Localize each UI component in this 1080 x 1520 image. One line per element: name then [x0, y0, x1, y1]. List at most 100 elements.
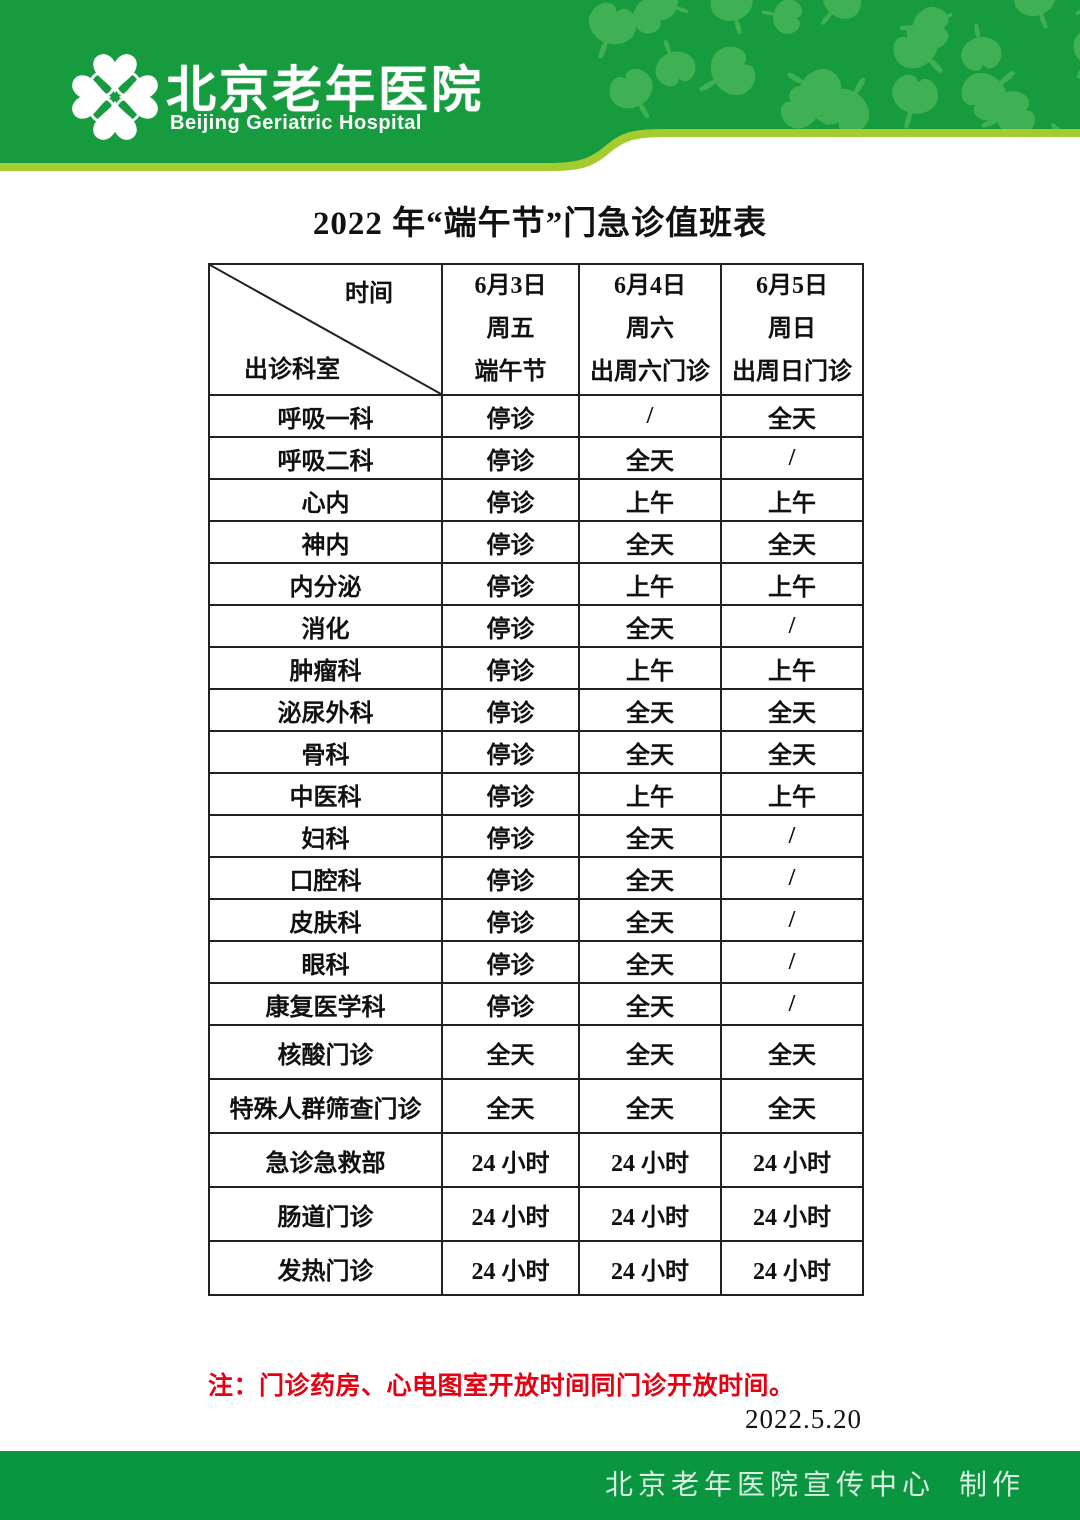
value-cell-jun5: 全天	[720, 1078, 864, 1134]
page-title: 2022 年“端午节”门急诊值班表	[312, 206, 768, 242]
department-cell: 内分泌	[208, 562, 443, 606]
hospital-logo-icon	[72, 54, 158, 140]
value-cell-jun3: 全天	[441, 1024, 580, 1080]
value-cell-jun4: 上午	[578, 478, 722, 522]
value-cell-jun4: 全天	[578, 436, 722, 480]
footer-bar: 北京老年医院宣传中心 制作	[0, 1451, 1080, 1520]
duty-schedule-table: 时间 出诊科室 6月3日 周五 端午节 6月4日 周六 出周六门诊 6月5日 周…	[208, 263, 864, 1296]
footer-credit: 北京老年医院宣传中心 制作	[604, 1470, 1025, 1501]
value-cell-jun4: 全天	[578, 688, 722, 732]
value-cell-jun5: 全天	[720, 520, 864, 564]
value-cell-jun3: 停诊	[441, 604, 580, 648]
schedule-table-body: 呼吸一科 停诊 / 全天 呼吸二科 停诊 全天 / 心内 停诊 上午 上午 神内…	[208, 394, 864, 1296]
value-cell-jun4: 全天	[578, 730, 722, 774]
value-cell-jun5: /	[720, 982, 864, 1026]
table-row: 核酸门诊 全天 全天 全天	[208, 1024, 864, 1080]
department-cell: 消化	[208, 604, 443, 648]
value-cell-jun4: 全天	[578, 982, 722, 1026]
table-row: 特殊人群筛查门诊 全天 全天 全天	[208, 1078, 864, 1134]
value-cell-jun3: 24 小时	[441, 1240, 580, 1296]
hospital-name-en: Beijing Geriatric Hospital	[170, 112, 422, 134]
corner-cell: 时间 出诊科室	[208, 263, 443, 396]
col-date: 6月5日	[756, 273, 828, 299]
department-cell: 肿瘤科	[208, 646, 443, 690]
diagonal-divider	[210, 265, 441, 394]
table-row: 呼吸一科 停诊 / 全天	[208, 394, 864, 438]
value-cell-jun3: 停诊	[441, 730, 580, 774]
table-row: 口腔科 停诊 全天 /	[208, 856, 864, 900]
value-cell-jun5: 24 小时	[720, 1240, 864, 1296]
column-header-jun4: 6月4日 周六 出周六门诊	[578, 263, 722, 396]
table-row: 心内 停诊 上午 上午	[208, 478, 864, 522]
value-cell-jun4: 全天	[578, 604, 722, 648]
table-row: 肿瘤科 停诊 上午 上午	[208, 646, 864, 690]
value-cell-jun5: /	[720, 436, 864, 480]
value-cell-jun5: 全天	[720, 730, 864, 774]
value-cell-jun3: 停诊	[441, 436, 580, 480]
department-cell: 心内	[208, 478, 443, 522]
table-row: 妇科 停诊 全天 /	[208, 814, 864, 858]
table-header-row: 时间 出诊科室 6月3日 周五 端午节 6月4日 周六 出周六门诊 6月5日 周…	[208, 263, 864, 396]
value-cell-jun4: /	[578, 394, 722, 438]
department-cell: 口腔科	[208, 856, 443, 900]
value-cell-jun3: 24 小时	[441, 1132, 580, 1188]
department-cell: 特殊人群筛查门诊	[208, 1078, 443, 1134]
value-cell-jun3: 停诊	[441, 772, 580, 816]
department-cell: 中医科	[208, 772, 443, 816]
col-weekday: 周日	[768, 316, 816, 342]
corner-dept-label: 出诊科室	[244, 357, 340, 383]
column-header-jun3: 6月3日 周五 端午节	[441, 263, 580, 396]
department-cell: 呼吸二科	[208, 436, 443, 480]
table-row: 神内 停诊 全天 全天	[208, 520, 864, 564]
table-row: 康复医学科 停诊 全天 /	[208, 982, 864, 1026]
value-cell-jun3: 停诊	[441, 982, 580, 1026]
table-row: 呼吸二科 停诊 全天 /	[208, 436, 864, 480]
value-cell-jun4: 24 小时	[578, 1240, 722, 1296]
value-cell-jun5: 全天	[720, 688, 864, 732]
table-row: 急诊急救部 24 小时 24 小时 24 小时	[208, 1132, 864, 1188]
value-cell-jun3: 停诊	[441, 646, 580, 690]
department-cell: 泌尿外科	[208, 688, 443, 732]
value-cell-jun4: 全天	[578, 520, 722, 564]
value-cell-jun3: 停诊	[441, 688, 580, 732]
value-cell-jun5: 全天	[720, 1024, 864, 1080]
col-weekday: 周六	[626, 316, 674, 342]
value-cell-jun5: /	[720, 604, 864, 648]
value-cell-jun3: 停诊	[441, 520, 580, 564]
value-cell-jun5: /	[720, 856, 864, 900]
value-cell-jun3: 停诊	[441, 898, 580, 942]
table-row: 内分泌 停诊 上午 上午	[208, 562, 864, 606]
value-cell-jun5: /	[720, 940, 864, 984]
value-cell-jun3: 停诊	[441, 394, 580, 438]
table-row: 骨科 停诊 全天 全天	[208, 730, 864, 774]
header-banner: 北京老年医院 Beijing Geriatric Hospital	[0, 0, 1080, 175]
value-cell-jun5: /	[720, 898, 864, 942]
department-cell: 骨科	[208, 730, 443, 774]
corner-time-label: 时间	[345, 281, 393, 307]
value-cell-jun4: 全天	[578, 1078, 722, 1134]
issue-date: 2022.5.20	[745, 1404, 862, 1434]
col-note: 端午节	[474, 359, 547, 385]
value-cell-jun5: 上午	[720, 478, 864, 522]
table-row: 中医科 停诊 上午 上午	[208, 772, 864, 816]
value-cell-jun5: 上午	[720, 772, 864, 816]
col-weekday: 周五	[486, 316, 535, 342]
col-note: 出周六门诊	[590, 359, 710, 385]
value-cell-jun4: 全天	[578, 898, 722, 942]
column-header-jun5: 6月5日 周日 出周日门诊	[720, 263, 864, 396]
value-cell-jun4: 全天	[578, 940, 722, 984]
department-cell: 眼科	[208, 940, 443, 984]
table-row: 眼科 停诊 全天 /	[208, 940, 864, 984]
value-cell-jun4: 全天	[578, 1024, 722, 1080]
value-cell-jun4: 24 小时	[578, 1132, 722, 1188]
department-cell: 发热门诊	[208, 1240, 443, 1296]
banner-background	[0, 0, 1080, 171]
department-cell: 呼吸一科	[208, 394, 443, 438]
table-row: 肠道门诊 24 小时 24 小时 24 小时	[208, 1186, 864, 1242]
value-cell-jun4: 全天	[578, 856, 722, 900]
department-cell: 皮肤科	[208, 898, 443, 942]
table-row: 发热门诊 24 小时 24 小时 24 小时	[208, 1240, 864, 1296]
col-date: 6月4日	[614, 273, 686, 299]
value-cell-jun5: 24 小时	[720, 1132, 864, 1188]
table-row: 消化 停诊 全天 /	[208, 604, 864, 648]
